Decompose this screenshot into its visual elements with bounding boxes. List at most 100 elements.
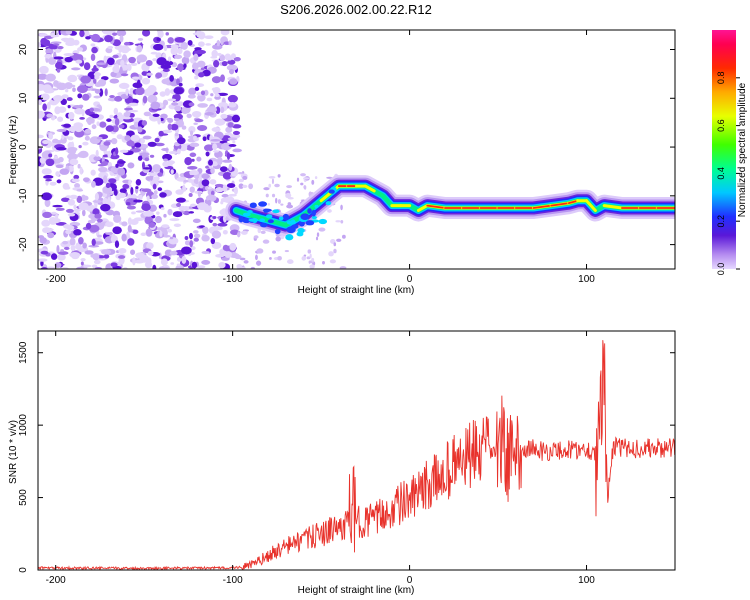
noise-speckle xyxy=(308,260,311,264)
noise-speckle xyxy=(248,183,254,190)
noise-speckle xyxy=(96,121,100,126)
noise-speckle xyxy=(122,183,130,189)
noise-speckle xyxy=(183,206,190,210)
noise-speckle xyxy=(41,192,53,201)
ridge-blob xyxy=(259,218,265,223)
noise-speckle xyxy=(137,37,144,41)
noise-speckle xyxy=(40,250,49,255)
ridge-blob xyxy=(267,219,274,224)
colorbar-axis: 0.0 0.2 0.4 0.6 0.8 xyxy=(716,72,740,275)
noise-speckle xyxy=(238,183,244,189)
noise-speckle xyxy=(81,109,85,117)
noise-speckle xyxy=(149,154,155,158)
noise-speckle xyxy=(178,82,183,87)
noise-speckle xyxy=(141,188,152,193)
noise-speckle xyxy=(335,220,341,223)
noise-speckle xyxy=(240,230,248,235)
noise-speckle xyxy=(42,211,53,219)
noise-speckle xyxy=(135,210,145,213)
noise-speckle xyxy=(131,211,136,215)
noise-speckle xyxy=(204,35,214,39)
noise-speckle xyxy=(116,112,123,118)
noise-speckle xyxy=(188,211,195,214)
noise-speckle xyxy=(154,142,165,147)
noise-speckle xyxy=(173,223,182,228)
ridge-blob xyxy=(260,222,268,228)
noise-speckle xyxy=(132,229,139,234)
noise-speckle xyxy=(119,35,124,43)
heatmap-y-tick-label: 20 xyxy=(18,44,29,56)
noise-speckle xyxy=(45,73,56,82)
noise-speckle xyxy=(82,93,90,101)
noise-speckle xyxy=(228,163,233,171)
noise-speckle xyxy=(161,224,170,228)
noise-speckle xyxy=(91,46,98,54)
noise-speckle xyxy=(170,169,174,175)
noise-speckle xyxy=(96,218,103,223)
noise-speckle xyxy=(38,73,48,80)
noise-speckle xyxy=(176,148,181,155)
noise-speckle xyxy=(169,236,174,240)
noise-speckle xyxy=(340,204,343,211)
noise-speckle xyxy=(286,185,292,189)
noise-speckle xyxy=(229,133,241,139)
noise-speckle xyxy=(128,179,132,185)
noise-speckle xyxy=(80,75,92,84)
noise-speckle xyxy=(215,106,221,115)
noise-speckle xyxy=(189,152,197,157)
noise-speckle xyxy=(79,116,85,120)
noise-speckle xyxy=(227,94,238,103)
noise-speckle xyxy=(85,117,95,124)
noise-speckle xyxy=(220,142,232,151)
noise-speckle xyxy=(102,175,108,184)
noise-speckle xyxy=(70,84,76,88)
ridge-blob xyxy=(247,209,253,214)
noise-speckle xyxy=(56,128,67,133)
noise-speckle xyxy=(44,198,51,208)
heatmap-y-axis: -20 -10 0 10 20 xyxy=(18,44,675,252)
noise-speckle xyxy=(45,48,54,55)
noise-speckle xyxy=(159,192,167,198)
noise-speckle xyxy=(226,64,238,71)
noise-speckle xyxy=(93,259,101,265)
noise-speckle xyxy=(58,156,64,163)
noise-speckle xyxy=(174,132,179,137)
noise-speckle xyxy=(49,217,61,224)
noise-speckle xyxy=(41,168,52,175)
noise-speckle xyxy=(44,53,53,59)
ridge-blob xyxy=(305,220,315,226)
noise-speckle xyxy=(167,37,174,44)
noise-speckle xyxy=(164,88,171,96)
noise-speckle xyxy=(193,53,199,62)
noise-speckle xyxy=(214,93,220,98)
noise-speckle xyxy=(147,84,157,94)
noise-speckle xyxy=(300,182,304,186)
noise-speckle xyxy=(55,171,60,177)
noise-speckle xyxy=(211,230,222,239)
noise-speckle xyxy=(76,189,84,192)
noise-speckle xyxy=(255,260,262,266)
noise-speckle xyxy=(287,202,292,206)
noise-speckle xyxy=(170,46,179,56)
ridge-blob xyxy=(265,214,273,219)
noise-speckle xyxy=(150,179,159,187)
noise-speckle xyxy=(187,177,192,183)
noise-speckle xyxy=(53,56,64,60)
noise-speckle xyxy=(114,118,120,126)
ridge-blob xyxy=(291,224,299,229)
noise-speckle xyxy=(130,249,136,255)
noise-speckle xyxy=(126,205,136,210)
noise-speckle xyxy=(78,145,82,149)
noise-speckle xyxy=(65,229,72,235)
noise-speckle xyxy=(181,246,192,255)
noise-speckle xyxy=(226,55,236,59)
noise-speckle xyxy=(131,76,140,80)
noise-speckle xyxy=(106,118,112,122)
noise-speckle xyxy=(227,137,238,141)
noise-speckle xyxy=(316,232,320,237)
noise-speckle xyxy=(254,254,258,261)
noise-speckle xyxy=(160,113,168,119)
noise-speckle xyxy=(82,177,90,183)
noise-speckle xyxy=(93,156,101,161)
noise-speckle xyxy=(232,130,241,135)
